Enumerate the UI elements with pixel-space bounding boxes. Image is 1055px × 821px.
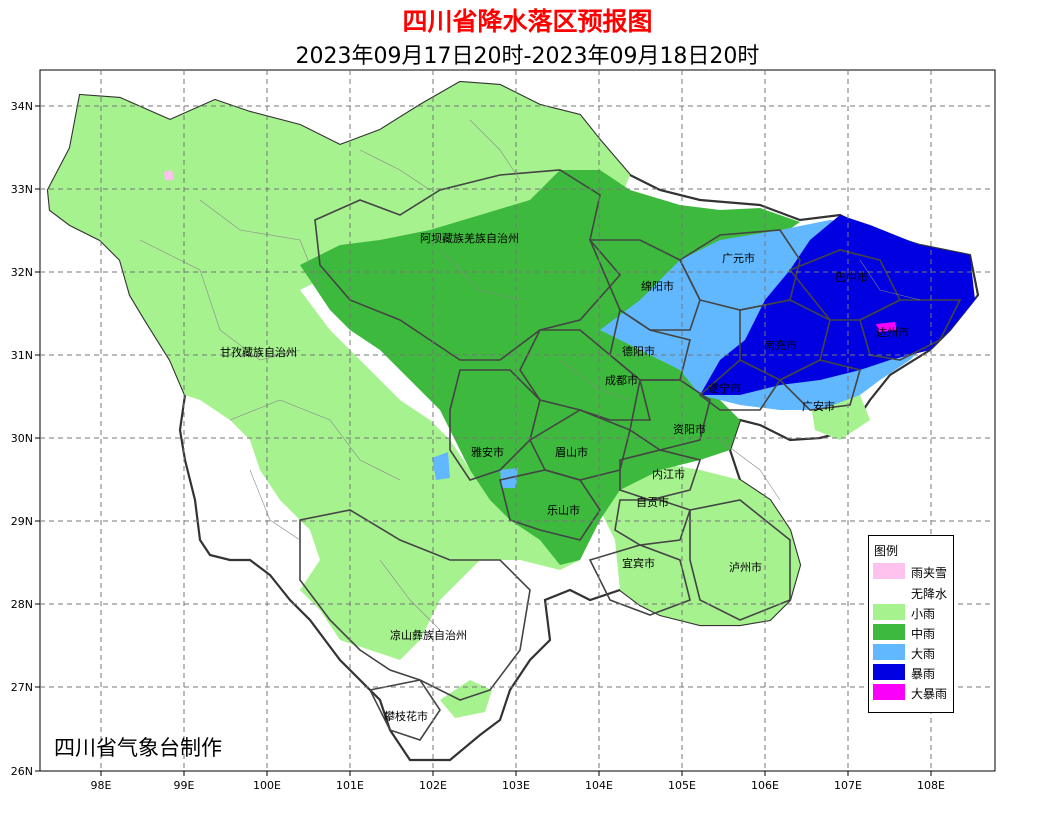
legend-title: 图例 xyxy=(874,544,899,558)
legend-swatch xyxy=(873,604,905,620)
region-label: 攀枝花市 xyxy=(384,709,428,723)
region-label: 达州市 xyxy=(876,325,909,339)
downpour-area xyxy=(876,322,897,332)
region-label: 甘孜藏族自治州 xyxy=(220,345,297,359)
lat-tick-label: 29N xyxy=(11,515,33,528)
legend-swatch xyxy=(873,644,905,660)
region-label: 广元市 xyxy=(722,251,755,265)
lon-tick-label: 98E xyxy=(91,779,112,792)
county-boundaries xyxy=(139,119,921,631)
lat-tick-label: 26N xyxy=(11,765,33,778)
legend: 图例 雨夹雪 无降水 小雨 中雨 大雨 暴雨 大暴雨 xyxy=(868,535,954,713)
legend-label: 无降水 xyxy=(911,587,948,601)
lon-tick-label: 100E xyxy=(253,779,281,792)
rainstorm-area xyxy=(700,215,975,395)
region-label: 巴中市 xyxy=(835,270,868,284)
legend-label: 大雨 xyxy=(911,647,936,661)
lon-tick-label: 105E xyxy=(668,779,696,792)
region-label: 自贡市 xyxy=(636,495,669,509)
lon-tick-label: 104E xyxy=(585,779,613,792)
lon-tick-label: 99E xyxy=(174,779,195,792)
legend-label: 大暴雨 xyxy=(911,687,948,701)
legend-swatch xyxy=(873,563,905,579)
legend-item: 大雨 xyxy=(873,643,951,661)
lon-tick-label: 106E xyxy=(751,779,779,792)
lat-tick-label: 31N xyxy=(11,349,33,362)
map-title: 四川省降水落区预报图 xyxy=(402,7,653,36)
legend-item: 大暴雨 xyxy=(873,683,951,701)
legend-label: 中雨 xyxy=(911,627,936,641)
legend-item: 雨夹雪 xyxy=(873,562,951,580)
lon-tick-label: 101E xyxy=(336,779,364,792)
region-label: 宜宾市 xyxy=(622,556,655,570)
lat-tick-label: 30N xyxy=(11,432,33,445)
sleet-area xyxy=(164,170,174,180)
region-label: 遂宁市 xyxy=(708,381,741,395)
region-label: 资阳市 xyxy=(673,422,706,436)
credit-label: 四川省气象台制作 xyxy=(54,736,222,760)
graticule xyxy=(40,70,995,771)
legend-swatch xyxy=(873,684,905,700)
lon-tick-label: 108E xyxy=(917,779,945,792)
region-label: 南充市 xyxy=(764,338,797,352)
legend-swatch xyxy=(873,624,905,640)
lat-tick-label: 32N xyxy=(11,266,33,279)
lat-tick-label: 27N xyxy=(11,681,33,694)
map-subtitle: 2023年09月17日20时-2023年09月18日20时 xyxy=(295,44,760,69)
legend-label: 雨夹雪 xyxy=(911,566,948,580)
lon-tick-label: 102E xyxy=(419,779,447,792)
region-label: 凉山彝族自治州 xyxy=(390,628,467,642)
lon-tick-label: 103E xyxy=(502,779,530,792)
legend-item: 小雨 xyxy=(873,603,951,621)
region-label: 德阳市 xyxy=(622,344,655,358)
region-label: 乐山市 xyxy=(547,503,580,517)
legend-item: 暴雨 xyxy=(873,663,951,681)
region-label: 雅安市 xyxy=(471,445,504,459)
region-label: 内江市 xyxy=(652,467,685,481)
legend-label: 小雨 xyxy=(911,607,936,621)
region-label: 绵阳市 xyxy=(641,279,674,293)
region-label: 眉山市 xyxy=(555,445,588,459)
legend-label: 暴雨 xyxy=(911,667,936,681)
region-label: 广安市 xyxy=(802,399,835,413)
region-label: 成都市 xyxy=(605,373,638,387)
legend-item: 无降水 xyxy=(873,583,951,601)
lat-tick-label: 34N xyxy=(11,100,33,113)
lat-tick-label: 33N xyxy=(11,183,33,196)
region-label: 泸州市 xyxy=(729,560,762,574)
lat-tick-label: 28N xyxy=(11,598,33,611)
legend-swatch xyxy=(873,664,905,680)
legend-swatch xyxy=(873,584,905,600)
lon-tick-label: 107E xyxy=(834,779,862,792)
legend-item: 中雨 xyxy=(873,623,951,641)
region-label: 阿坝藏族羌族自治州 xyxy=(420,231,519,245)
